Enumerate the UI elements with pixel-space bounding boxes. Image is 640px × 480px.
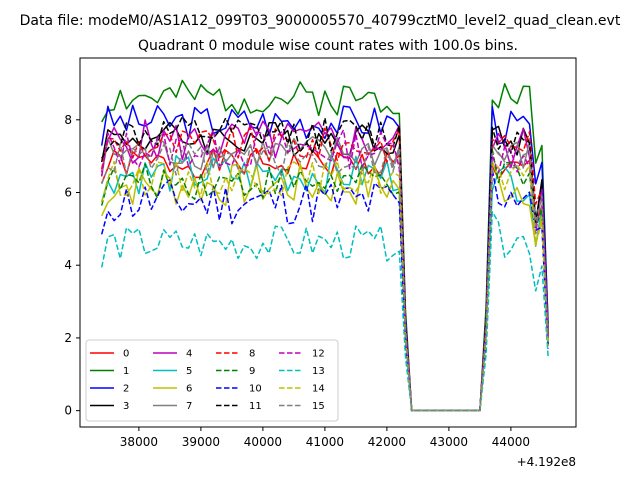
- legend-label-12: 12: [312, 349, 325, 360]
- legend-label-11: 11: [249, 401, 262, 412]
- y-tick-label: 2: [64, 331, 72, 345]
- legend-label-0: 0: [123, 349, 129, 360]
- legend-label-10: 10: [249, 384, 262, 395]
- chart-title: Quadrant 0 module wise count rates with …: [138, 38, 518, 54]
- x-tick-label: 40000: [244, 435, 282, 449]
- x-tick-label: 39000: [182, 435, 220, 449]
- legend-label-4: 4: [186, 349, 192, 360]
- series-15-line: [101, 141, 549, 412]
- legend-frame: [85, 339, 339, 422]
- y-tick-label: 0: [64, 404, 72, 418]
- legend-label-1: 1: [123, 366, 129, 377]
- legend-label-7: 7: [186, 401, 192, 412]
- x-tick-label: 41000: [306, 435, 344, 449]
- legend-label-6: 6: [186, 384, 192, 395]
- x-offset-label: +4.192e8: [517, 455, 576, 469]
- chart-suptitle: Data file: modeM0/AS1A12_099T03_90000055…: [20, 13, 621, 29]
- y-tick-label: 4: [64, 258, 72, 272]
- ticks-layer: 38000 39000 40000 41000 42000 43000 44000 0 2 4 6 8: [64, 113, 530, 449]
- x-tick-label: 42000: [368, 435, 406, 449]
- legend-label-2: 2: [123, 384, 129, 395]
- legend-label-8: 8: [249, 349, 255, 360]
- y-tick-label: 8: [64, 113, 72, 127]
- x-tick-label: 43000: [430, 435, 468, 449]
- legend-label-15: 15: [312, 401, 325, 412]
- y-tick-label: 6: [64, 186, 72, 200]
- series-layer: [100, 79, 549, 412]
- x-tick-label: 44000: [492, 435, 530, 449]
- legend-label-5: 5: [186, 366, 192, 377]
- legend-label-9: 9: [249, 366, 255, 377]
- x-tick-label: 38000: [120, 435, 158, 449]
- plot-frame: [79, 57, 577, 428]
- series-13-line: [100, 211, 549, 412]
- legend-label-3: 3: [123, 401, 129, 412]
- legend-label-14: 14: [312, 384, 325, 395]
- legend-label-13: 13: [312, 366, 325, 377]
